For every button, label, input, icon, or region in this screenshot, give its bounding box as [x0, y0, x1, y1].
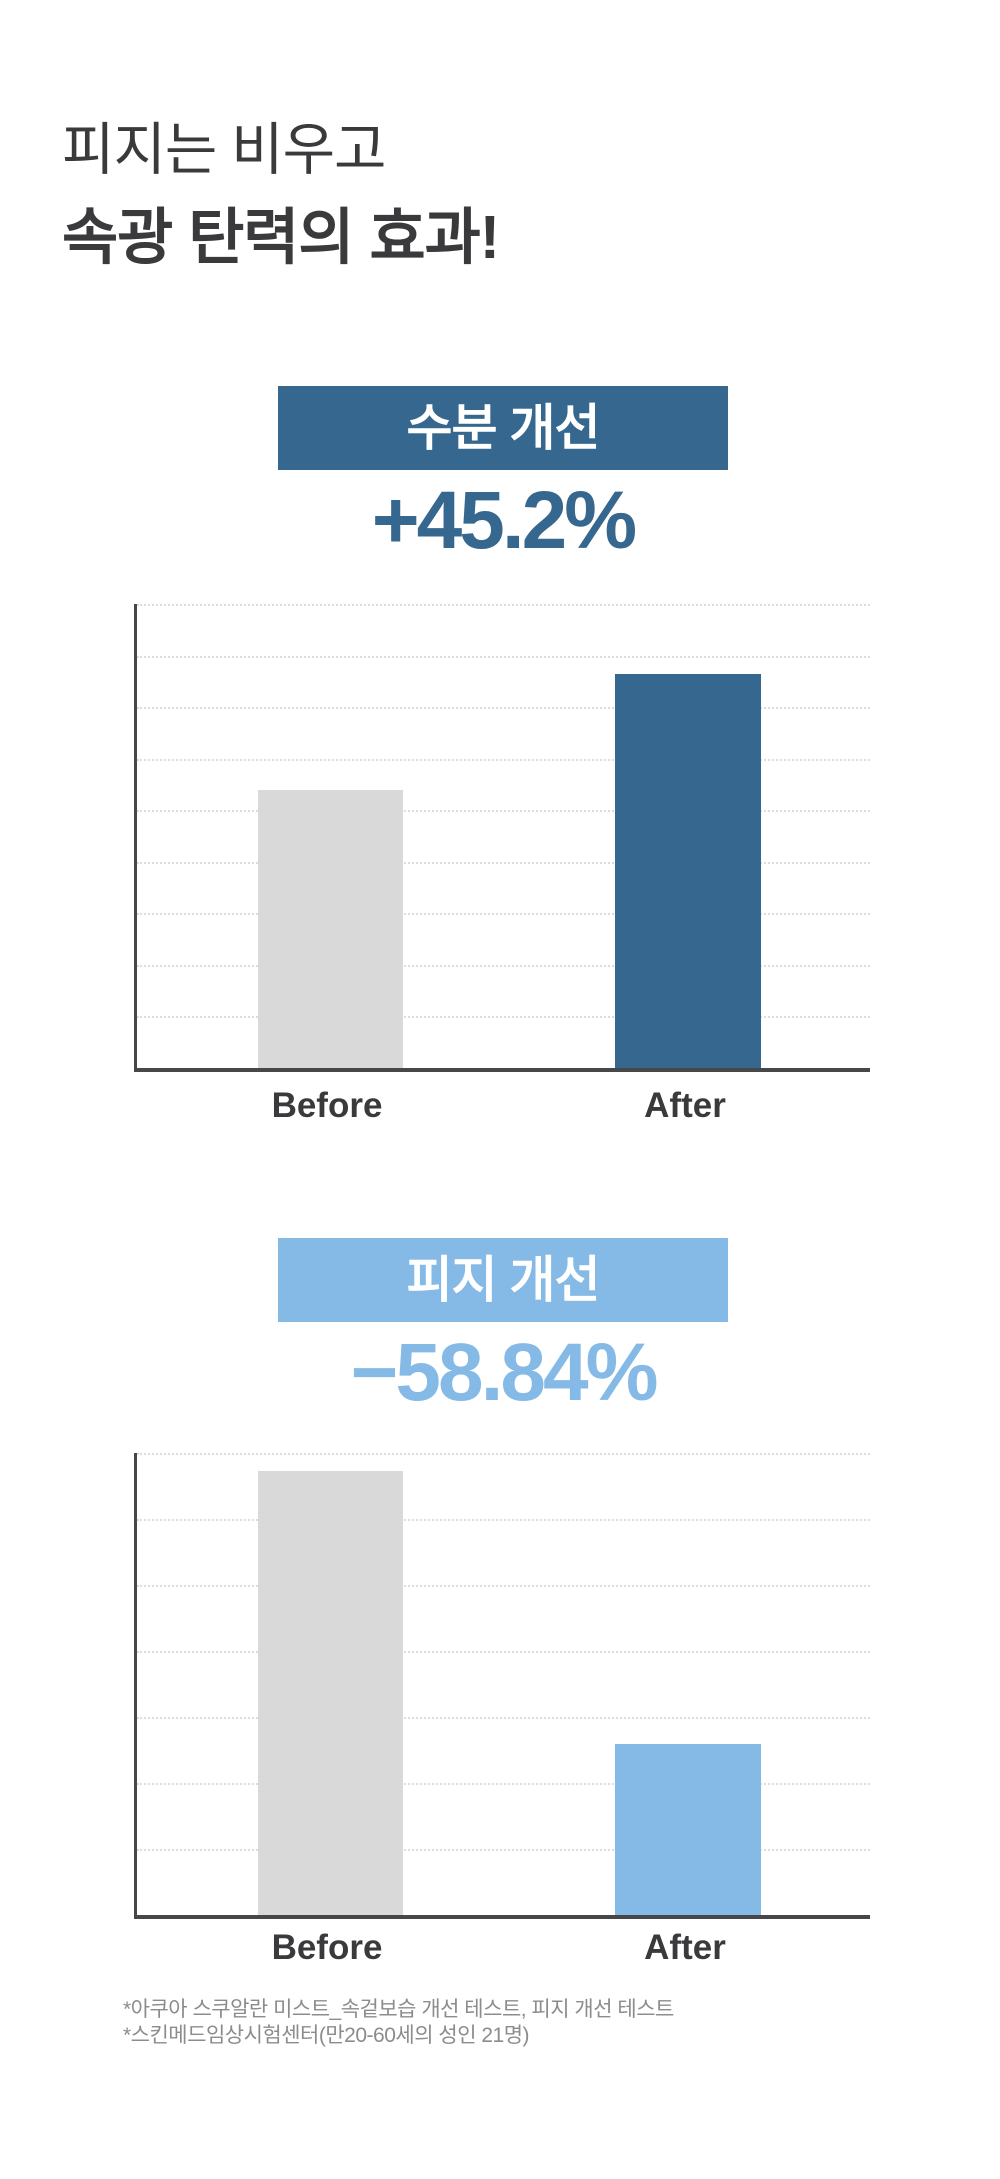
gridline [137, 913, 870, 916]
gridline [137, 1585, 870, 1587]
sebum-label-after: After [644, 1928, 726, 1967]
gridline [137, 1717, 870, 1719]
gridline [137, 707, 870, 710]
gridline [137, 861, 870, 864]
gridline [137, 604, 870, 606]
moisture-badge: 수분 개선 [278, 386, 728, 470]
footnote-line-2: *스킨메드임상시험센터(만20-60세의 성인 21명) [123, 2024, 530, 2048]
sebum-label-before: Before [271, 1928, 383, 1967]
gridline [137, 758, 870, 761]
gridline [137, 1651, 870, 1653]
gridline [137, 1849, 870, 1851]
footnote-line-1: *아쿠아 스쿠알란 미스트_속겉보습 개선 테스트, 피지 개선 테스트 [123, 1998, 674, 2021]
moisture-bar-after [615, 674, 761, 1068]
title-line-2: 속광 탄력의 효과! [62, 203, 500, 271]
sebum-headline-value: −58.84% [350, 1327, 659, 1418]
moisture-label-after: After [644, 1086, 726, 1125]
footnotes: *아쿠아 스쿠알란 미스트_속겉보습 개선 테스트, 피지 개선 테스트 *스킨… [123, 1997, 674, 2050]
sebum-chart [134, 1453, 870, 1919]
moisture-bar-before [258, 790, 403, 1068]
moisture-chart [134, 604, 870, 1072]
gridline [137, 1519, 870, 1521]
gridline [137, 810, 870, 813]
page-title: 피지는 비우고 속광 탄력의 효과! [62, 118, 500, 271]
sebum-badge: 피지 개선 [278, 1238, 728, 1322]
sebum-bar-after [615, 1744, 761, 1915]
moisture-label-before: Before [271, 1086, 383, 1125]
gridline [137, 1016, 870, 1019]
gridline [137, 1453, 870, 1455]
gridline [137, 964, 870, 967]
sebum-bar-before [258, 1471, 403, 1915]
title-line-1: 피지는 비우고 [62, 118, 386, 182]
gridline [137, 655, 870, 658]
gridline [137, 1783, 870, 1785]
moisture-headline-value: +45.2% [371, 475, 637, 566]
